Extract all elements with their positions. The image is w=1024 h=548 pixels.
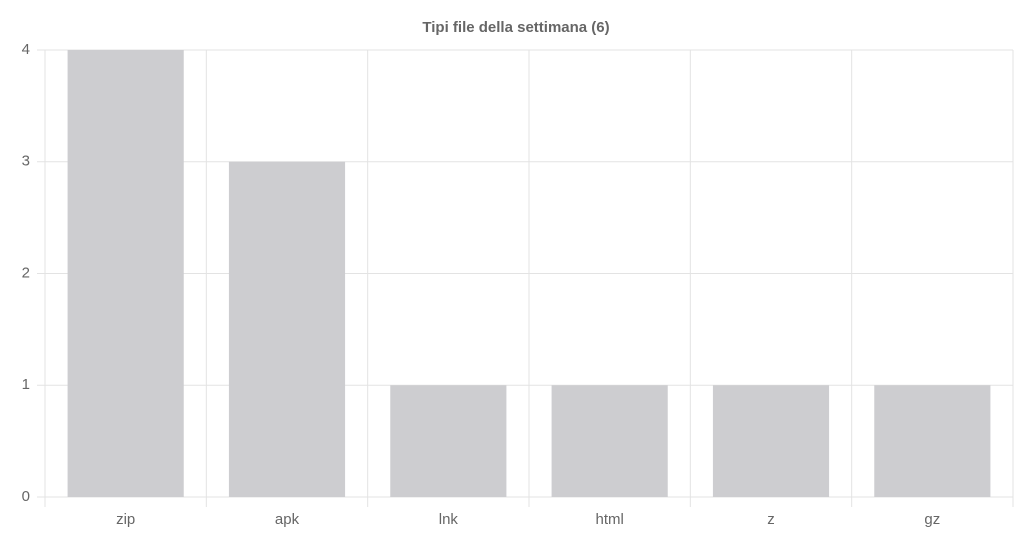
x-tick-label: z — [767, 511, 775, 528]
bar — [67, 50, 184, 497]
x-tick-label: gz — [924, 511, 940, 528]
y-tick-label: 2 — [22, 264, 30, 281]
x-tick-label: apk — [275, 511, 300, 528]
x-tick-label: lnk — [439, 511, 459, 528]
y-tick-label: 1 — [22, 376, 30, 393]
y-tick-label: 4 — [22, 41, 30, 58]
x-tick-label: zip — [116, 511, 135, 528]
x-tick-label: html — [595, 511, 623, 528]
bar — [874, 385, 991, 497]
chart-title: Tipi file della settimana (6) — [422, 19, 609, 36]
y-tick-label: 3 — [22, 153, 30, 170]
bar — [551, 385, 668, 497]
bar — [712, 385, 830, 497]
bar — [390, 385, 507, 497]
y-tick-label: 0 — [22, 488, 30, 505]
bar — [228, 161, 346, 497]
